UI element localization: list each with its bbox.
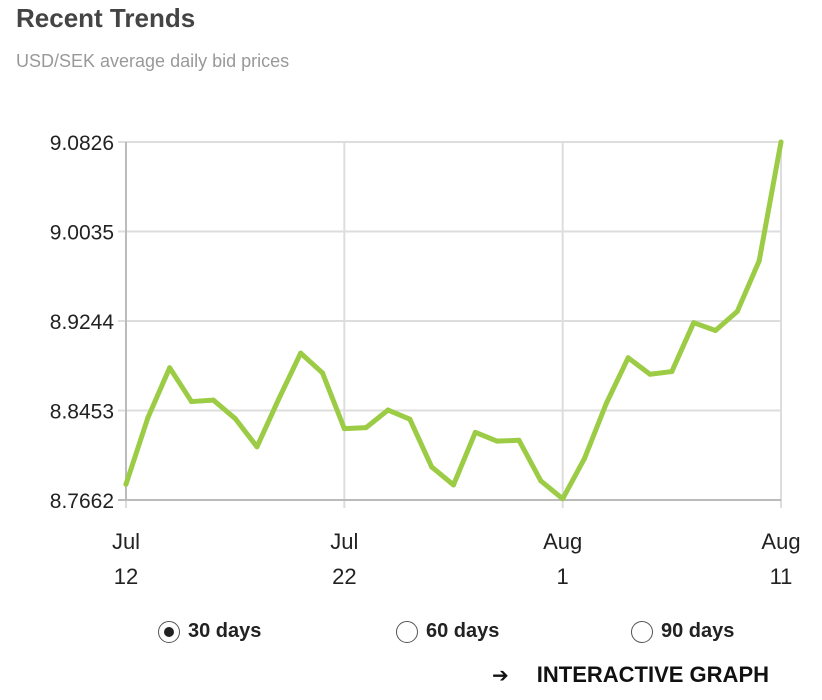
- data-point: [451, 482, 456, 488]
- series-group: [123, 139, 784, 502]
- data-point: [691, 320, 697, 326]
- x-tick-label-month: Aug: [761, 529, 800, 554]
- data-point: [210, 397, 216, 403]
- x-tick-label-day: 22: [332, 564, 356, 589]
- data-point: [756, 258, 762, 264]
- data-point: [254, 444, 260, 450]
- data-point: [603, 400, 609, 406]
- y-tick-label: 8.8453: [50, 401, 114, 424]
- data-point: [713, 328, 718, 334]
- data-point: [341, 426, 347, 432]
- range-option-60-days[interactable]: 60 days: [396, 620, 499, 643]
- x-tick-label-day: 1: [557, 564, 569, 589]
- data-point: [734, 308, 740, 314]
- grid-lines: [118, 141, 782, 508]
- y-tick-label: 8.7662: [50, 490, 114, 513]
- x-tick-label-day: 12: [114, 564, 138, 589]
- radio-60-days[interactable]: [396, 620, 418, 643]
- x-tick-label-month: Aug: [543, 529, 582, 554]
- y-tick-label: 8.9244: [50, 311, 115, 334]
- arrow-right-icon: ➔: [492, 664, 509, 687]
- data-point: [472, 429, 478, 435]
- data-point: [189, 399, 194, 405]
- data-point: [123, 481, 129, 487]
- data-point: [538, 478, 544, 484]
- x-tick-label-day: 11: [770, 564, 793, 589]
- data-point: [778, 139, 784, 145]
- data-point: [647, 371, 653, 377]
- data-point: [407, 416, 413, 422]
- interactive-graph-link[interactable]: ➔ INTERACTIVE GRAPH: [492, 662, 769, 688]
- data-point: [276, 396, 282, 402]
- x-axis-tick-labels: Jul 12 Jul 22 Aug 1 Aug 11: [112, 529, 801, 589]
- data-point: [385, 407, 391, 413]
- data-point: [582, 455, 587, 461]
- data-point: [145, 415, 151, 421]
- data-point: [516, 437, 522, 443]
- interactive-graph-label: INTERACTIVE GRAPH: [536, 662, 770, 687]
- y-tick-label: 9.0826: [50, 132, 114, 155]
- radio-30-days[interactable]: [158, 620, 180, 643]
- line-chart: 8.7662 8.8453 8.9244 9.0035 9.0826 Jul 12 Jul 2…: [50, 132, 801, 589]
- data-point: [232, 416, 238, 422]
- y-tick-label: 9.0035: [50, 222, 114, 245]
- data-point: [494, 438, 500, 444]
- x-tick-label-month: Jul: [330, 529, 358, 554]
- range-option-label: 60 days: [426, 620, 500, 642]
- data-point: [625, 355, 631, 361]
- x-tick-label-month: Jul: [112, 529, 140, 554]
- y-axis-tick-labels: 8.7662 8.8453 8.9244 9.0035 9.0826: [50, 132, 115, 513]
- range-option-label: 30 days: [188, 620, 262, 642]
- chart-title: Recent Trends: [16, 3, 196, 33]
- range-option-90-days[interactable]: 90 days: [631, 620, 734, 643]
- data-point: [669, 369, 675, 375]
- data-point: [320, 370, 325, 376]
- chart-subtitle: USD/SEK average daily bid prices: [16, 51, 290, 71]
- data-point: [298, 350, 304, 356]
- data-point: [167, 365, 173, 371]
- range-option-label: 90 days: [661, 620, 735, 642]
- data-point: [560, 496, 566, 502]
- data-point: [429, 464, 435, 470]
- range-option-30-days[interactable]: 30 days: [158, 620, 261, 643]
- radio-90-days[interactable]: [631, 620, 653, 643]
- data-point: [363, 425, 369, 431]
